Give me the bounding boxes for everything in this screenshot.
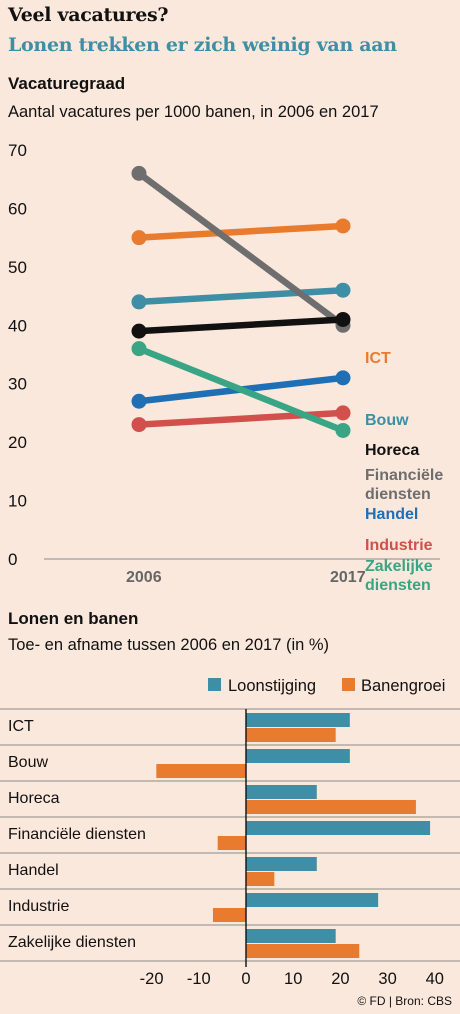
category-label: Industrie — [8, 898, 69, 915]
bar-banengroei — [217, 836, 246, 850]
chart-title: Veel vacatures? — [8, 4, 169, 26]
series-zakelijke-diensten — [131, 341, 351, 438]
category-label: Bouw — [8, 754, 48, 771]
y-tick-label: 20 — [8, 433, 27, 452]
bar-chart-subtitle: Toe- en afname tussen 2006 en 2017 (in %… — [8, 636, 330, 654]
bar-row-handel: Handel — [8, 857, 317, 886]
bar-banengroei — [246, 800, 416, 814]
bar-row-bouw: Bouw — [8, 749, 350, 778]
bar-banengroei — [212, 908, 246, 922]
series-label-zakelijke-diensten: Zakelijke — [365, 558, 433, 575]
category-label: Handel — [8, 862, 59, 879]
x-tick-label: -10 — [187, 970, 211, 988]
x-tick-label: 10 — [284, 970, 302, 988]
data-point-handel — [131, 393, 147, 409]
y-tick-label: 0 — [8, 550, 17, 569]
x-tick-label: 0 — [241, 970, 250, 988]
data-point-bouw — [131, 294, 147, 310]
data-point-horeca — [335, 311, 351, 327]
bar-banengroei — [246, 944, 360, 958]
data-point-industrie — [335, 405, 351, 421]
y-tick-label: 10 — [8, 492, 27, 511]
data-point-financiele-diensten — [131, 165, 147, 181]
x-tick-label: 2006 — [126, 569, 162, 586]
data-point-ict — [131, 230, 147, 246]
bar-chart: Loonstijging Banengroei ICT Bouw Horeca Finan… — [0, 677, 460, 988]
series-financiele-diensten — [131, 165, 351, 333]
bar-loonstijging — [246, 713, 350, 727]
x-tick-label: -20 — [140, 970, 164, 988]
data-point-horeca — [131, 323, 147, 339]
series-line-zakelijke-diensten — [135, 345, 347, 434]
series-line-bouw — [135, 286, 347, 306]
series-label-horeca: Horeca — [365, 442, 419, 459]
series-label-zakelijke-diensten: diensten — [365, 577, 431, 594]
data-point-ict — [335, 218, 351, 234]
bar-row-ict: ICT — [8, 713, 350, 742]
category-label: Financiële diensten — [8, 826, 146, 843]
series-label-industrie: Industrie — [365, 537, 433, 554]
category-label: Zakelijke diensten — [8, 934, 136, 951]
series-label-financiele-diensten: diensten — [365, 486, 431, 503]
bar-banengroei — [156, 764, 246, 778]
series-label-ict: ICT — [365, 350, 391, 367]
series-ict — [131, 218, 351, 246]
bar-loonstijging — [246, 857, 317, 871]
series-label-handel: Handel — [365, 506, 418, 523]
bar-loonstijging — [246, 821, 431, 835]
legend-swatch-loonstijging — [208, 678, 221, 691]
series-line-ict — [135, 222, 347, 241]
legend-swatch-banengroei — [342, 678, 355, 691]
series-line-financiele-diensten — [135, 170, 347, 329]
y-tick-label: 30 — [8, 375, 27, 394]
y-tick-label: 70 — [8, 141, 27, 160]
y-tick-label: 60 — [8, 199, 27, 218]
series-bouw — [131, 282, 351, 310]
data-point-zakelijke-diensten — [131, 341, 147, 357]
bar-row-financiele-diensten: Financiële diensten — [8, 821, 431, 850]
y-tick-label: 40 — [8, 316, 27, 335]
bar-banengroei — [246, 728, 336, 742]
series-horeca — [131, 311, 351, 339]
line-chart-subtitle: Aantal vacatures per 1000 banen, in 2006… — [8, 103, 379, 121]
data-point-handel — [335, 370, 351, 386]
line-chart: 0 10 20 30 40 50 60 70 2006 2017 ICT Bouw Horeca Fina… — [8, 141, 443, 594]
y-tick-label: 50 — [8, 258, 27, 277]
x-tick-label: 30 — [378, 970, 396, 988]
bar-chart-title: Lonen en banen — [8, 609, 139, 628]
bar-row-zakelijke-diensten: Zakelijke diensten — [8, 929, 360, 958]
bar-row-horeca: Horeca — [8, 785, 416, 814]
x-tick-label: 40 — [426, 970, 444, 988]
source-credit: © FD | Bron: CBS — [357, 994, 452, 1008]
bar-row-industrie: Industrie — [8, 893, 379, 922]
category-label: ICT — [8, 718, 34, 735]
bar-loonstijging — [246, 893, 379, 907]
bar-loonstijging — [246, 749, 350, 763]
data-point-industrie — [131, 417, 147, 433]
x-tick-label: 2017 — [330, 569, 366, 586]
chart-subtitle: Lonen trekken er zich weinig van aan — [8, 34, 397, 56]
legend-label-banengroei: Banengroei — [361, 677, 445, 695]
series-label-bouw: Bouw — [365, 412, 409, 429]
legend-label-loonstijging: Loonstijging — [228, 677, 316, 695]
bar-loonstijging — [246, 929, 336, 943]
bar-loonstijging — [246, 785, 317, 799]
data-point-zakelijke-diensten — [335, 422, 351, 438]
series-line-horeca — [135, 316, 347, 335]
series-label-financiele-diensten: Financiële — [365, 467, 443, 484]
category-label: Horeca — [8, 790, 60, 807]
x-tick-label: 20 — [331, 970, 349, 988]
bar-banengroei — [246, 872, 275, 886]
data-point-bouw — [335, 282, 351, 298]
line-chart-title: Vacaturegraad — [8, 74, 126, 93]
